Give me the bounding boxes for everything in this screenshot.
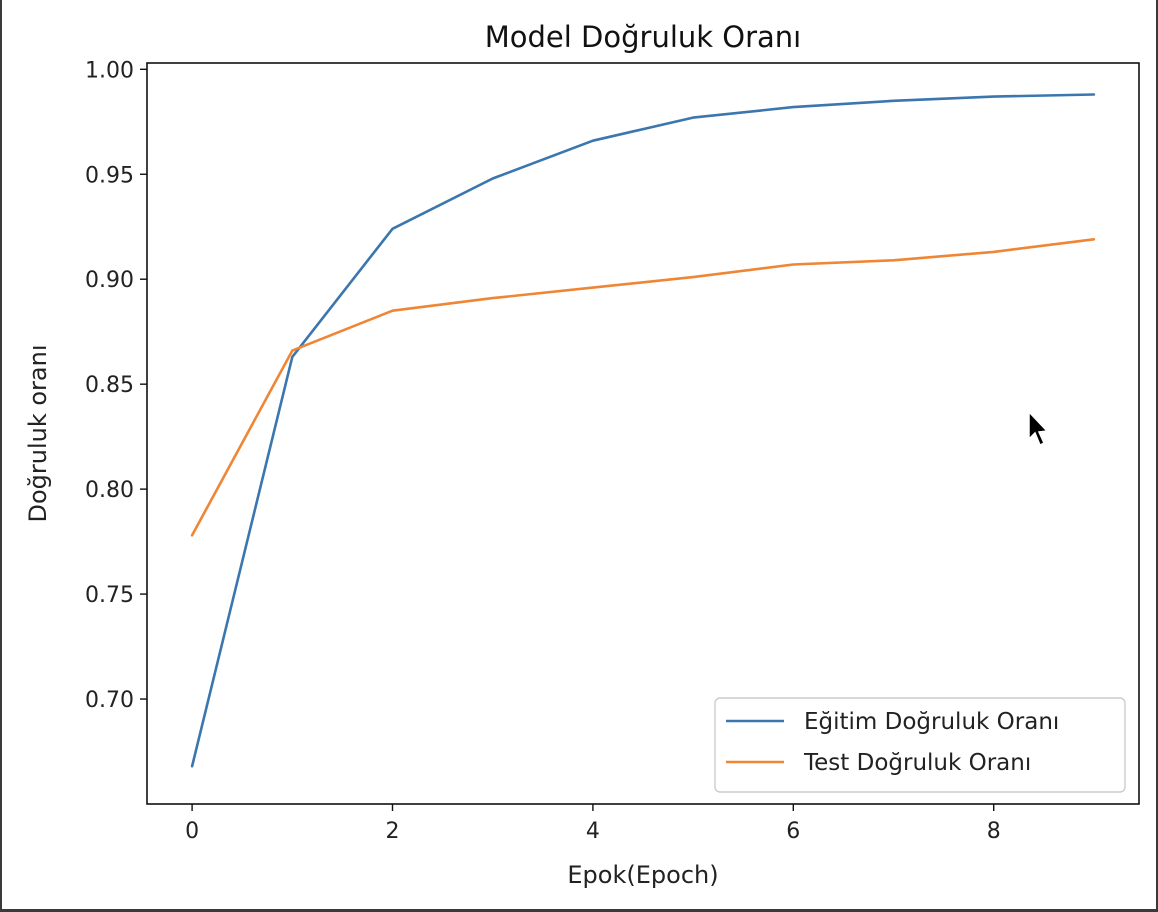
x-axis-ticks: 0 2 4 6 8	[185, 804, 1001, 844]
y-tick-label: 0.90	[85, 268, 134, 293]
y-tick-label: 0.85	[85, 373, 134, 398]
y-tick-label: 0.70	[85, 688, 134, 713]
x-tick-label: 6	[786, 819, 800, 844]
legend-label-0: Eğitim Doğruluk Oranı	[804, 709, 1059, 735]
y-tick-label: 1.00	[85, 58, 134, 83]
series-line-1	[190, 238, 1096, 537]
x-tick-label: 0	[185, 819, 199, 844]
legend-label-1: Test Doğruluk Oranı	[803, 750, 1031, 776]
mouse-cursor-icon	[1028, 410, 1049, 447]
legend-box	[714, 697, 1126, 793]
x-tick-label: 2	[385, 819, 399, 844]
y-axis-label: Doğruluk oranı	[24, 344, 52, 522]
chart-title: Model Doğruluk Oranı	[485, 20, 801, 54]
x-tick-label: 4	[586, 819, 600, 844]
legend: Eğitim Doğruluk Oranı Test Doğruluk Oranı	[714, 697, 1126, 793]
y-tick-label: 0.80	[85, 478, 134, 503]
series-line-0	[190, 93, 1096, 768]
y-tick-label: 0.95	[85, 163, 134, 188]
y-axis-ticks: 0.70 0.75 0.80 0.85 0.90 0.95 1.00	[85, 58, 147, 713]
plot-area-border	[146, 62, 1140, 805]
y-tick-label: 0.75	[85, 583, 134, 608]
x-axis-label: Epok(Epoch)	[567, 861, 718, 889]
x-tick-label: 8	[987, 819, 1001, 844]
series-lines	[190, 93, 1096, 768]
